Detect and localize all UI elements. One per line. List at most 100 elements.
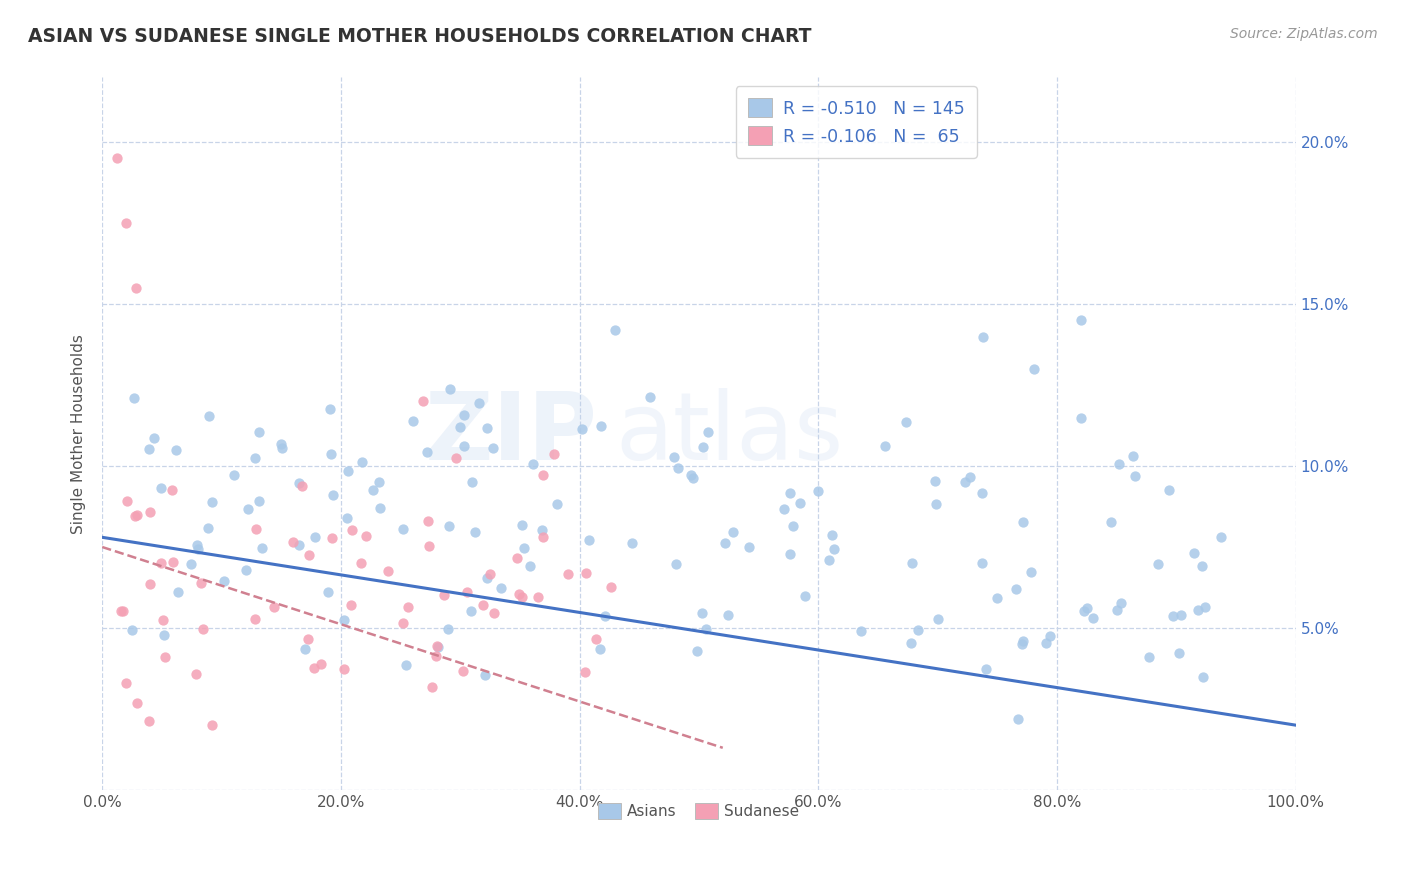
Point <box>924 475 946 489</box>
Point <box>121 623 143 637</box>
Point <box>153 628 176 642</box>
Text: ASIAN VS SUDANESE SINGLE MOTHER HOUSEHOLDS CORRELATION CHART: ASIAN VS SUDANESE SINGLE MOTHER HOUSEHOL… <box>28 27 811 45</box>
Point <box>1187 603 1209 617</box>
Point <box>1011 637 1033 651</box>
Point <box>682 471 704 485</box>
Point <box>394 657 416 672</box>
Point <box>162 555 184 569</box>
Point <box>112 603 135 617</box>
Point <box>318 401 340 416</box>
Point <box>513 541 536 555</box>
Point <box>1019 566 1042 580</box>
Point <box>1073 604 1095 618</box>
Point <box>461 475 484 489</box>
Point <box>789 496 811 510</box>
Point <box>361 483 384 498</box>
Point <box>247 425 270 440</box>
Point <box>1012 516 1035 530</box>
Point <box>288 475 311 490</box>
Point <box>453 664 475 678</box>
Point <box>1157 483 1180 498</box>
Point <box>543 447 565 461</box>
Point <box>391 616 413 631</box>
Point <box>139 505 162 519</box>
Point <box>297 632 319 647</box>
Point <box>291 479 314 493</box>
Point <box>377 564 399 578</box>
Point <box>138 714 160 728</box>
Point <box>925 497 948 511</box>
Point <box>823 542 845 557</box>
Point <box>695 622 717 636</box>
Point <box>294 642 316 657</box>
Point <box>621 536 644 550</box>
Point <box>214 574 236 588</box>
Point <box>271 441 294 455</box>
Point <box>519 558 541 573</box>
Point <box>270 437 292 451</box>
Point <box>184 667 207 681</box>
Point <box>1194 600 1216 615</box>
Point <box>1083 611 1105 625</box>
Point <box>907 623 929 637</box>
Point <box>1076 601 1098 615</box>
Point <box>475 421 498 435</box>
Point <box>117 494 139 508</box>
Point <box>901 556 924 570</box>
Point <box>316 585 339 599</box>
Point <box>526 590 548 604</box>
Point <box>153 650 176 665</box>
Point <box>1070 313 1092 327</box>
Point <box>603 323 626 337</box>
Point <box>124 281 146 295</box>
Point <box>1108 457 1130 471</box>
Point <box>1039 629 1062 643</box>
Point <box>851 624 873 639</box>
Point <box>439 382 461 396</box>
Point <box>425 649 447 664</box>
Point <box>201 718 224 732</box>
Point <box>575 566 598 580</box>
Point <box>1123 469 1146 483</box>
Point <box>238 501 260 516</box>
Point <box>368 501 391 516</box>
Point <box>1191 558 1213 573</box>
Point <box>436 622 458 636</box>
Point <box>1191 670 1213 684</box>
Point <box>1012 633 1035 648</box>
Point <box>350 455 373 469</box>
Point <box>482 441 505 455</box>
Point <box>1035 636 1057 650</box>
Point <box>875 439 897 453</box>
Point <box>1182 546 1205 560</box>
Point <box>474 667 496 681</box>
Point <box>821 528 844 542</box>
Point <box>976 662 998 676</box>
Point <box>546 497 568 511</box>
Point <box>391 522 413 536</box>
Point <box>599 580 621 594</box>
Point <box>1070 411 1092 425</box>
Point <box>243 450 266 465</box>
Point <box>1109 596 1132 610</box>
Point <box>1161 608 1184 623</box>
Y-axis label: Single Mother Households: Single Mother Households <box>72 334 86 533</box>
Text: Source: ZipAtlas.com: Source: ZipAtlas.com <box>1230 27 1378 41</box>
Point <box>896 415 918 429</box>
Text: atlas: atlas <box>616 388 844 480</box>
Point <box>162 483 184 498</box>
Point <box>235 563 257 577</box>
Point <box>697 425 720 440</box>
Point <box>531 467 554 482</box>
Point <box>638 391 661 405</box>
Point <box>1122 449 1144 463</box>
Point <box>721 524 744 539</box>
Point <box>779 485 801 500</box>
Point <box>416 445 439 459</box>
Point <box>1170 608 1192 623</box>
Point <box>336 465 359 479</box>
Point <box>533 530 555 544</box>
Point <box>818 553 841 567</box>
Point <box>288 537 311 551</box>
Point <box>1137 650 1160 665</box>
